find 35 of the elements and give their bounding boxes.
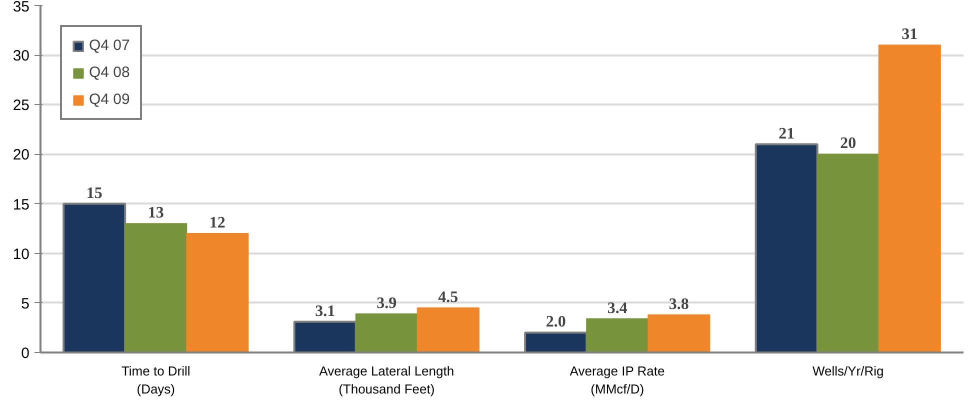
y-tick-label: 30 bbox=[12, 48, 30, 65]
y-tick-label: 25 bbox=[12, 97, 30, 114]
x-tick-label: Average IP Rate (MMcf/D) bbox=[570, 364, 665, 396]
y-tick-label: 15 bbox=[12, 196, 30, 214]
x-tick-label: Wells/Yr/Rig bbox=[812, 364, 884, 378]
y-tick-label: 20 bbox=[12, 146, 30, 164]
data-label: 20 bbox=[840, 135, 856, 152]
bar bbox=[586, 318, 649, 352]
bar bbox=[878, 44, 941, 352]
bar bbox=[355, 313, 418, 352]
bar bbox=[124, 223, 188, 352]
y-tick-label: 0 bbox=[21, 345, 30, 362]
x-tick-label: Time to Drill (Days) bbox=[121, 364, 190, 396]
data-label: 3.8 bbox=[668, 296, 689, 313]
data-label: 13 bbox=[148, 204, 164, 222]
y-tick-label: 5 bbox=[21, 295, 30, 312]
bar bbox=[416, 307, 480, 352]
y-tick-label: 10 bbox=[12, 246, 30, 263]
bar bbox=[816, 154, 880, 352]
bar bbox=[186, 233, 249, 352]
legend-label: Q4 09 bbox=[89, 91, 130, 108]
data-label: 12 bbox=[209, 214, 226, 232]
data-label: 31 bbox=[902, 26, 918, 44]
data-label: 3.1 bbox=[315, 302, 336, 320]
x-tick-label: Average Lateral Length (Thousand Feet) bbox=[319, 364, 454, 396]
legend-label: Q4 08 bbox=[89, 64, 130, 81]
data-label: 3.9 bbox=[376, 294, 397, 312]
y-tick-label: 35 bbox=[12, 0, 30, 16]
data-label: 3.4 bbox=[607, 300, 628, 317]
data-label: 21 bbox=[778, 125, 795, 142]
data-label: 4.5 bbox=[438, 288, 458, 306]
data-label: 15 bbox=[86, 184, 102, 202]
bar bbox=[648, 314, 710, 352]
legend-label: Q4 07 bbox=[89, 37, 130, 54]
data-label: 2.0 bbox=[546, 314, 566, 331]
